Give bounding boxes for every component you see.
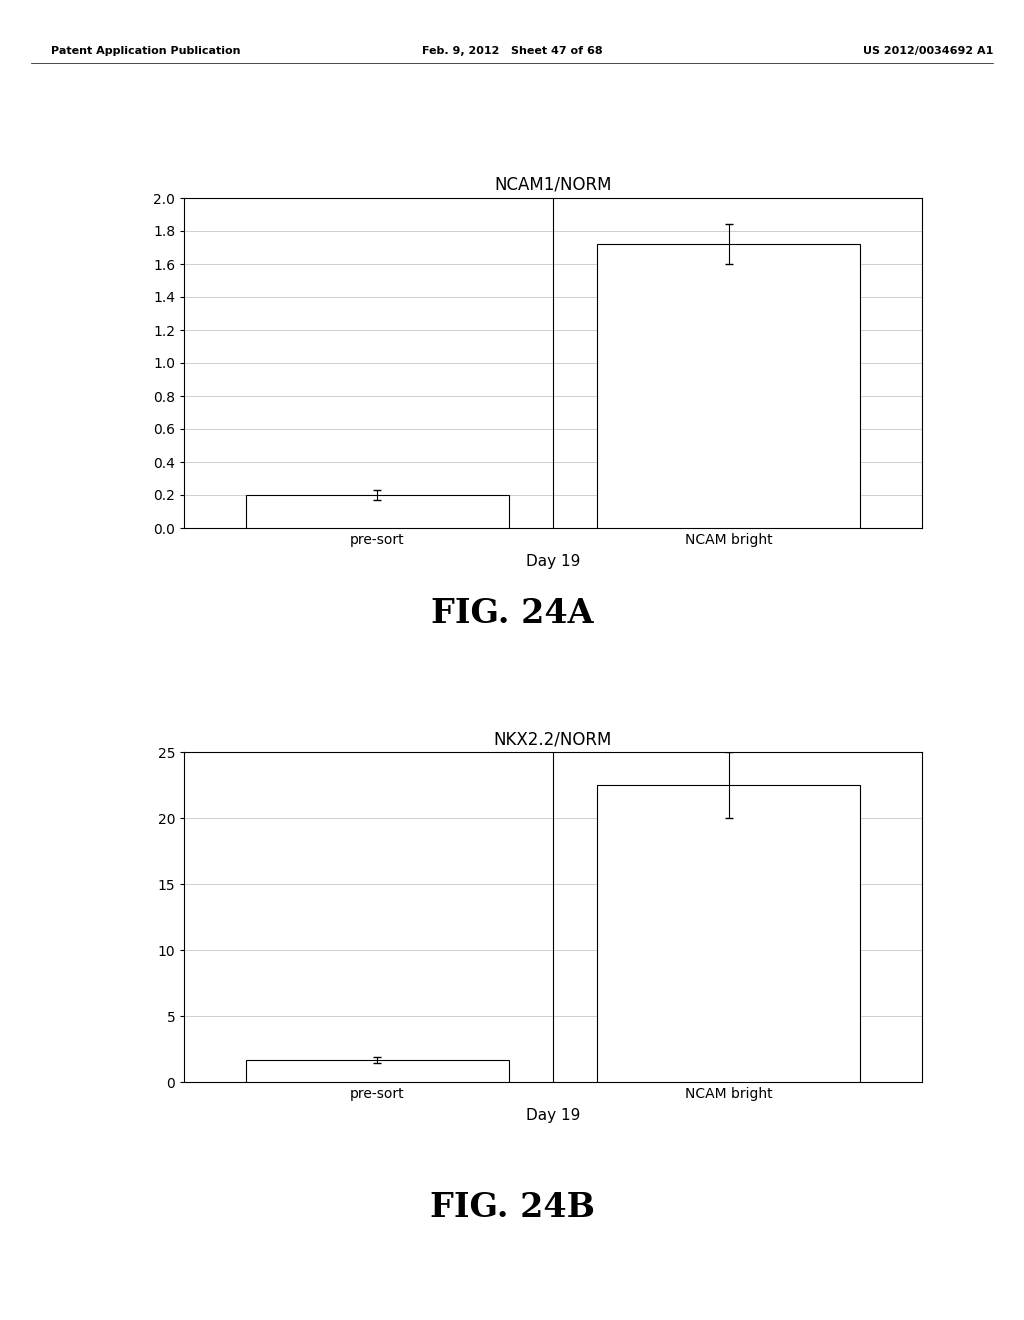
Text: FIG. 24B: FIG. 24B [429,1191,595,1225]
Bar [597,785,860,1082]
Bar [246,495,509,528]
Title: NCAM1/NORM: NCAM1/NORM [495,176,611,194]
X-axis label: Day 19: Day 19 [525,554,581,569]
X-axis label: Day 19: Day 19 [525,1109,581,1123]
Text: Feb. 9, 2012   Sheet 47 of 68: Feb. 9, 2012 Sheet 47 of 68 [422,46,602,57]
Bar [597,244,860,528]
Title: NKX2.2/NORM: NKX2.2/NORM [494,730,612,748]
Bar [246,1060,509,1082]
Text: Patent Application Publication: Patent Application Publication [51,46,241,57]
Text: US 2012/0034692 A1: US 2012/0034692 A1 [863,46,993,57]
Text: FIG. 24A: FIG. 24A [431,597,593,630]
